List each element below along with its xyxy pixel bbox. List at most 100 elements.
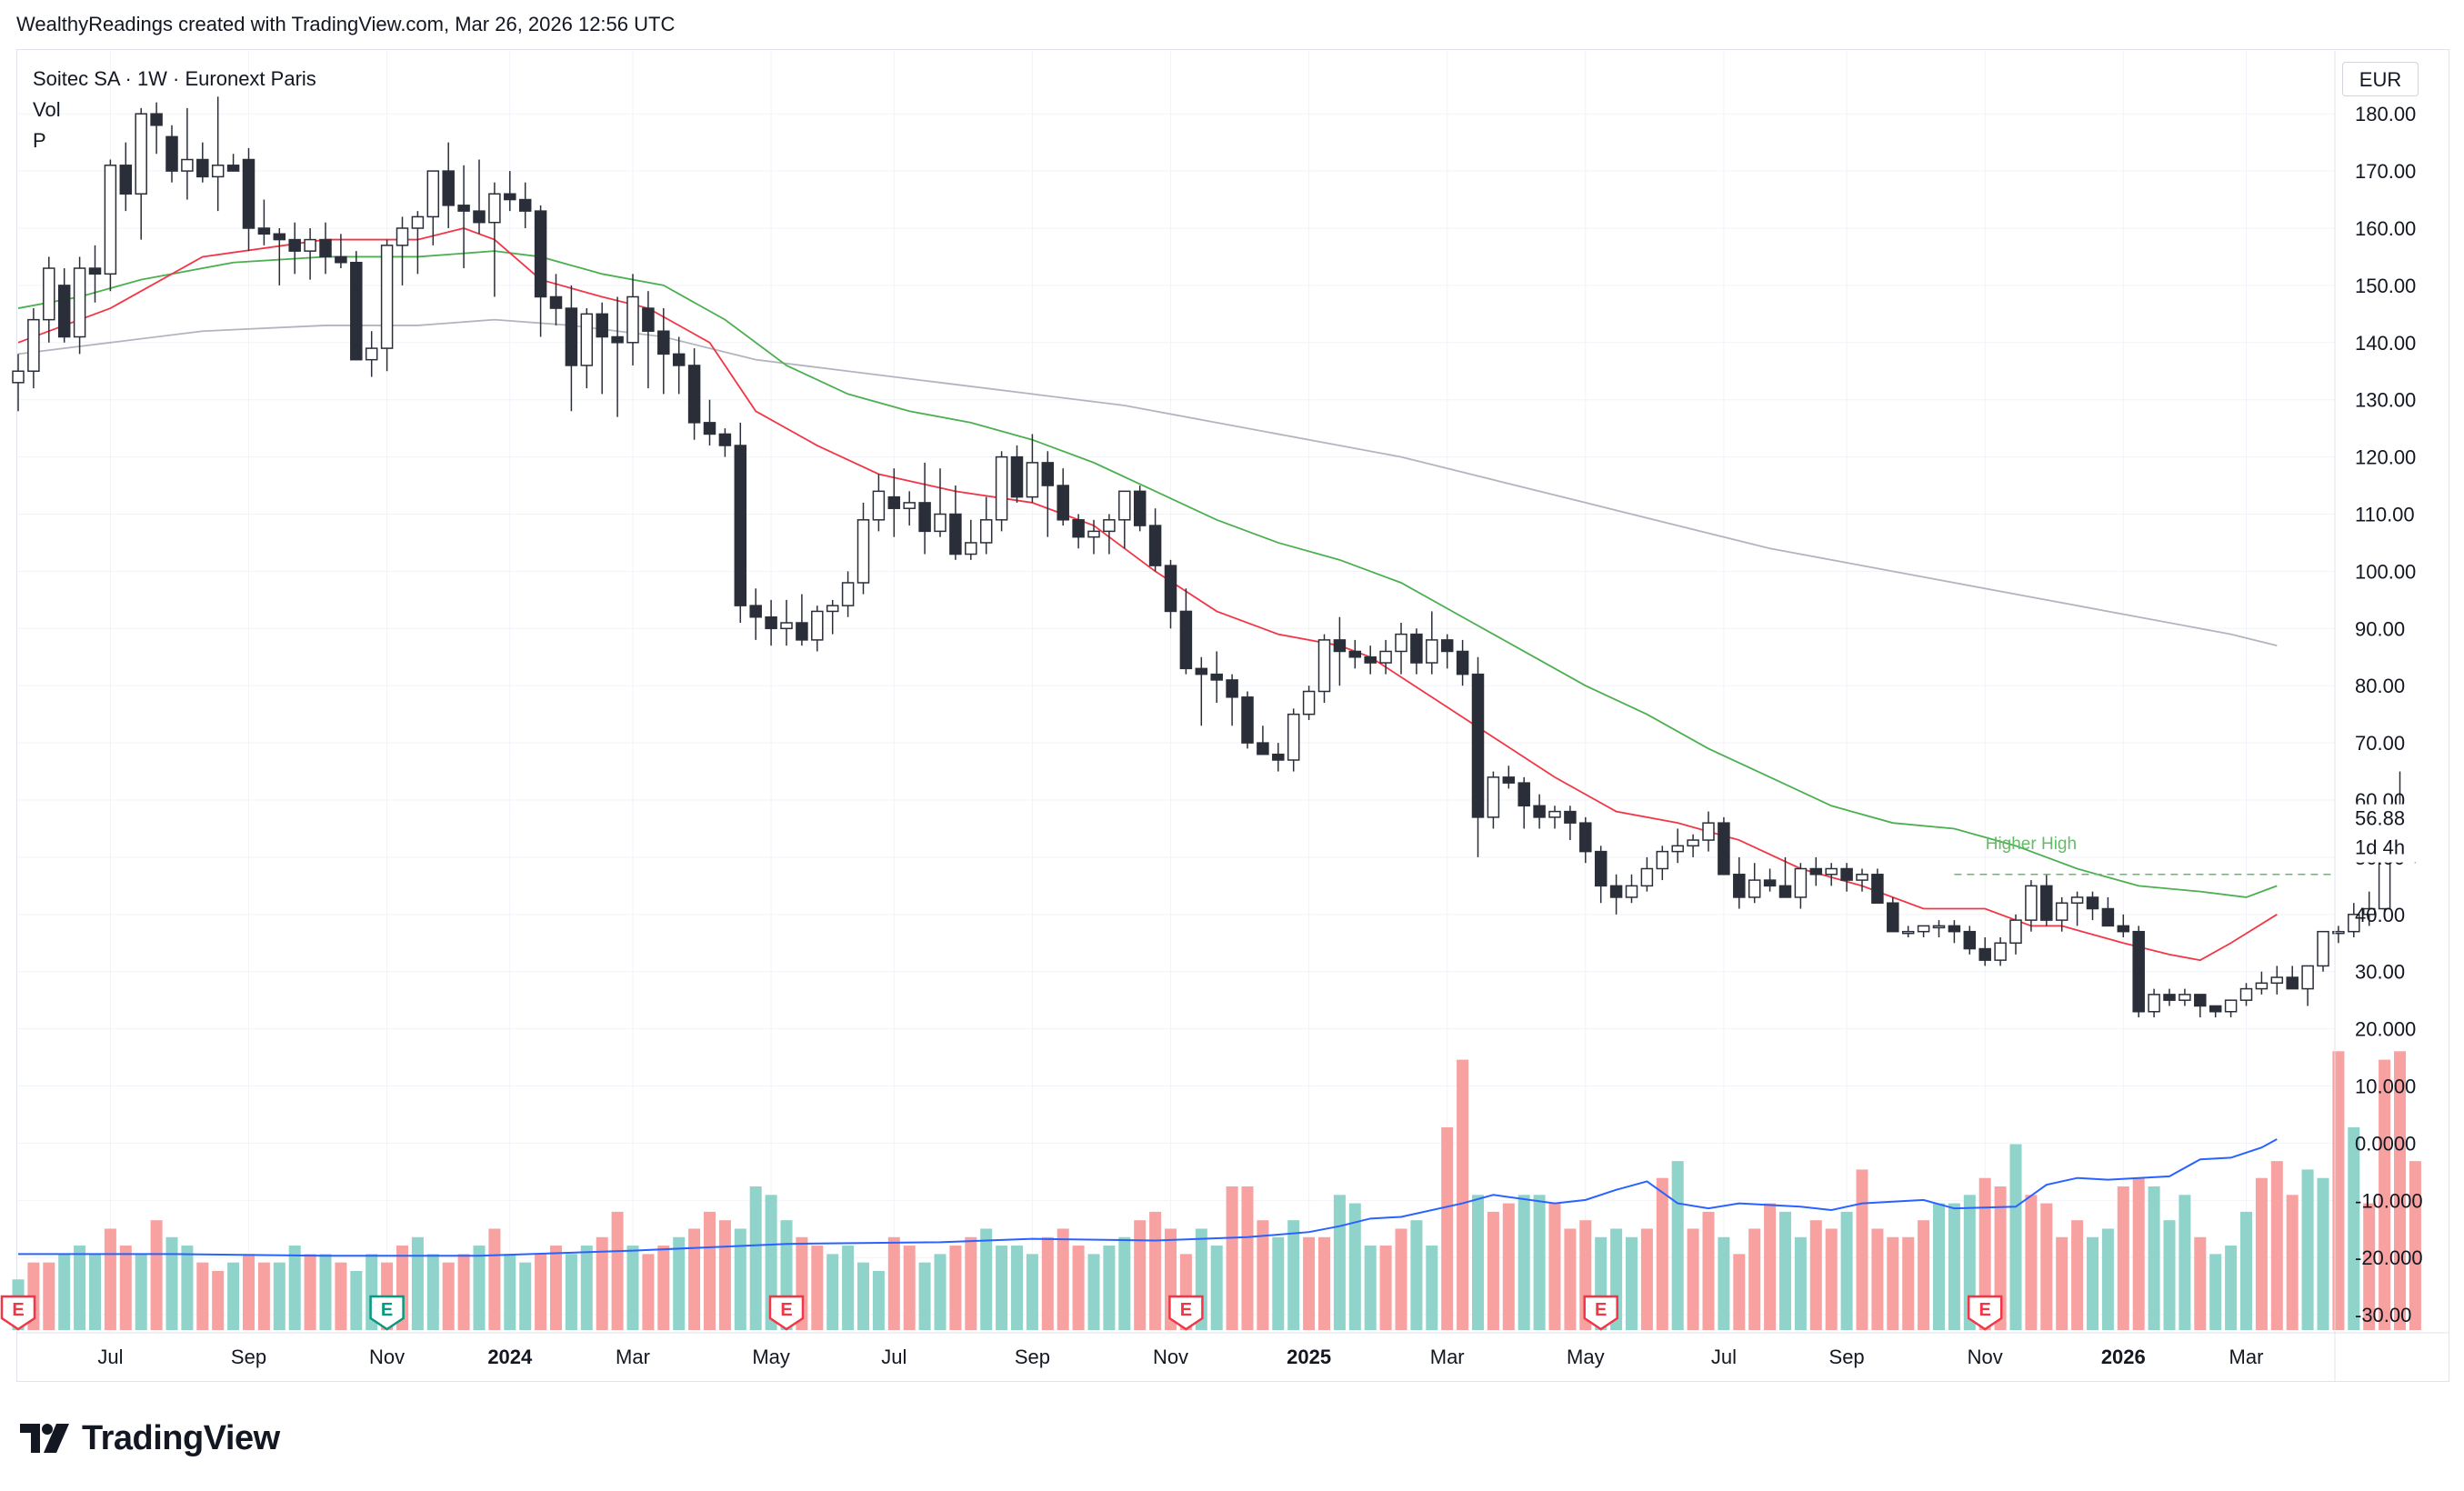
- candle-body[interactable]: [1609, 885, 1623, 898]
- candle-body[interactable]: [1395, 633, 1407, 653]
- candle-body[interactable]: [319, 238, 332, 258]
- candle-body[interactable]: [1302, 690, 1316, 715]
- candle-body[interactable]: [1226, 679, 1238, 698]
- candle-body[interactable]: [934, 513, 947, 533]
- candle-body[interactable]: [1257, 742, 1269, 756]
- tradingview-logo[interactable]: TradingView: [20, 1418, 280, 1458]
- candle-body[interactable]: [2255, 982, 2269, 990]
- candle-body[interactable]: [1533, 805, 1546, 818]
- candle-body[interactable]: [1487, 776, 1500, 818]
- candle-body[interactable]: [350, 261, 363, 361]
- candle-body[interactable]: [1994, 942, 2007, 961]
- candle-body[interactable]: [1687, 839, 1699, 847]
- candle-body[interactable]: [596, 313, 608, 338]
- candle-body[interactable]: [1948, 925, 1961, 933]
- candle-body[interactable]: [442, 170, 455, 206]
- candle-body[interactable]: [565, 307, 578, 366]
- candle-body[interactable]: [165, 135, 178, 172]
- candle-body[interactable]: [426, 170, 440, 218]
- candle-body[interactable]: [2163, 994, 2176, 1001]
- candle-body[interactable]: [288, 238, 301, 252]
- candle-body[interactable]: [1041, 462, 1055, 486]
- candle-body[interactable]: [1333, 639, 1347, 653]
- candle-body[interactable]: [780, 622, 793, 630]
- candle-body[interactable]: [1978, 947, 1991, 961]
- candle-body[interactable]: [1272, 753, 1285, 761]
- candle-body[interactable]: [703, 422, 716, 435]
- legend-volume[interactable]: Vol: [33, 98, 61, 121]
- candle-body[interactable]: [1087, 530, 1100, 538]
- candle-body[interactable]: [1164, 565, 1177, 613]
- candle-body[interactable]: [672, 353, 686, 366]
- candle-body[interactable]: [1364, 656, 1377, 664]
- candle-body[interactable]: [43, 267, 55, 321]
- candle-body[interactable]: [457, 205, 470, 212]
- candle-body[interactable]: [856, 519, 870, 584]
- candle-body[interactable]: [1103, 519, 1116, 533]
- candle-body[interactable]: [2301, 965, 2314, 990]
- earnings-marker[interactable]: E: [1583, 1295, 1618, 1331]
- candle-body[interactable]: [1179, 610, 1193, 670]
- candle-body[interactable]: [2348, 914, 2360, 933]
- candle-body[interactable]: [2209, 1005, 2222, 1013]
- candle-body[interactable]: [1241, 696, 1254, 744]
- candle-body[interactable]: [1763, 879, 1777, 887]
- candle-body[interactable]: [1057, 485, 1069, 521]
- candle-body[interactable]: [626, 295, 639, 344]
- candle-body[interactable]: [2009, 919, 2022, 945]
- candle-body[interactable]: [1702, 822, 1715, 841]
- candle-body[interactable]: [1887, 902, 1899, 933]
- candle-body[interactable]: [226, 165, 240, 172]
- candle-body[interactable]: [2132, 930, 2145, 1013]
- candle-body[interactable]: [1456, 650, 1469, 675]
- earnings-marker[interactable]: E: [1967, 1295, 2003, 1331]
- candle-body[interactable]: [196, 158, 209, 178]
- candle-body[interactable]: [73, 267, 86, 338]
- candle-body[interactable]: [1794, 867, 1808, 898]
- candle-body[interactable]: [396, 227, 409, 246]
- candle-body[interactable]: [1856, 874, 1868, 881]
- candle-body[interactable]: [2101, 907, 2115, 927]
- candle-body[interactable]: [181, 158, 194, 172]
- candle-body[interactable]: [365, 347, 378, 361]
- candle-body[interactable]: [335, 255, 347, 264]
- candle-body[interactable]: [1148, 525, 1162, 566]
- candle-body[interactable]: [949, 513, 962, 555]
- candle-body[interactable]: [1963, 930, 1977, 950]
- candle-body[interactable]: [1718, 822, 1730, 876]
- candle-body[interactable]: [411, 215, 425, 229]
- candle-body[interactable]: [1348, 650, 1362, 658]
- candle-body[interactable]: [273, 233, 286, 241]
- candle-body[interactable]: [211, 165, 225, 178]
- candle-body[interactable]: [1778, 885, 1792, 898]
- candle-body[interactable]: [1410, 633, 1423, 664]
- candle-body[interactable]: [1932, 925, 1946, 929]
- candle-body[interactable]: [135, 113, 147, 195]
- candle-body[interactable]: [1210, 673, 1223, 681]
- candle-body[interactable]: [965, 542, 977, 555]
- candle-body[interactable]: [473, 210, 486, 224]
- candle-body[interactable]: [119, 165, 133, 195]
- earnings-marker[interactable]: E: [0, 1295, 36, 1331]
- candle-body[interactable]: [2179, 994, 2191, 1001]
- candle-body[interactable]: [1901, 930, 1915, 935]
- candle-body[interactable]: [1010, 455, 1024, 498]
- candle-body[interactable]: [2055, 902, 2068, 921]
- earnings-marker[interactable]: E: [369, 1295, 405, 1331]
- legend-p[interactable]: P: [33, 129, 46, 152]
- candle-body[interactable]: [1656, 850, 1669, 870]
- candle-body[interactable]: [811, 610, 824, 641]
- candle-body[interactable]: [12, 370, 25, 384]
- candle-body[interactable]: [1026, 462, 1039, 498]
- candle-body[interactable]: [1564, 810, 1577, 824]
- candle-body[interactable]: [257, 227, 271, 235]
- candle-body[interactable]: [657, 330, 670, 355]
- candle-body[interactable]: [57, 285, 71, 338]
- candle-body[interactable]: [918, 502, 931, 533]
- candle-body[interactable]: [765, 615, 777, 630]
- candle-body[interactable]: [718, 433, 732, 446]
- candle-body[interactable]: [2194, 994, 2207, 1007]
- candle-body[interactable]: [88, 267, 102, 275]
- candle-body[interactable]: [1548, 810, 1561, 818]
